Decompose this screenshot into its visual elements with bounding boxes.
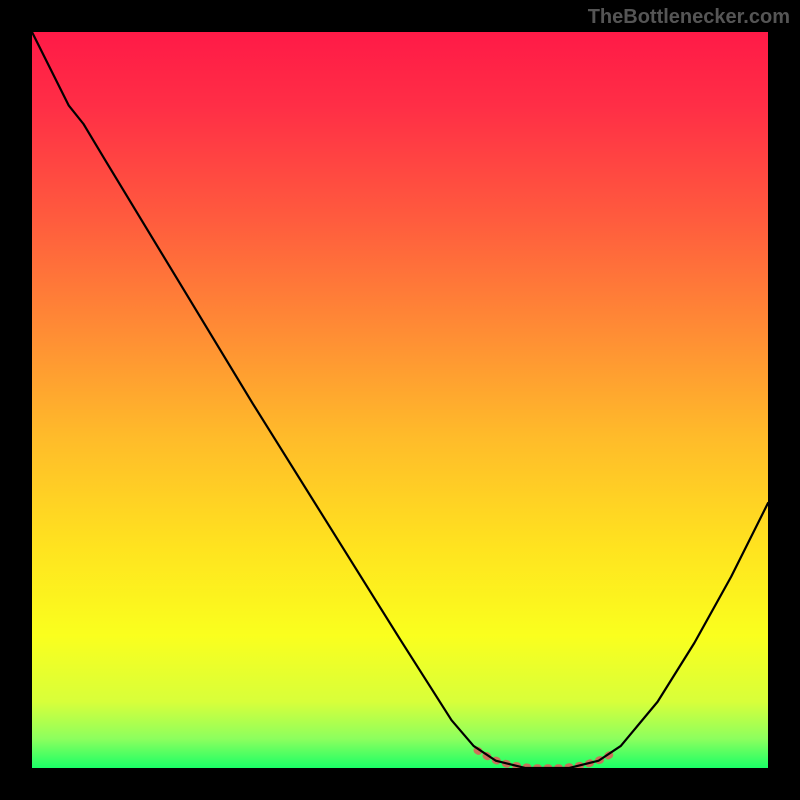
chart-container: TheBottlenecker.com: [0, 0, 800, 800]
curve-layer: [32, 32, 768, 768]
attribution-text: TheBottlenecker.com: [588, 6, 790, 29]
bottleneck-curve: [32, 32, 768, 768]
plot-area: [32, 32, 768, 768]
highlight-band: [477, 750, 617, 768]
